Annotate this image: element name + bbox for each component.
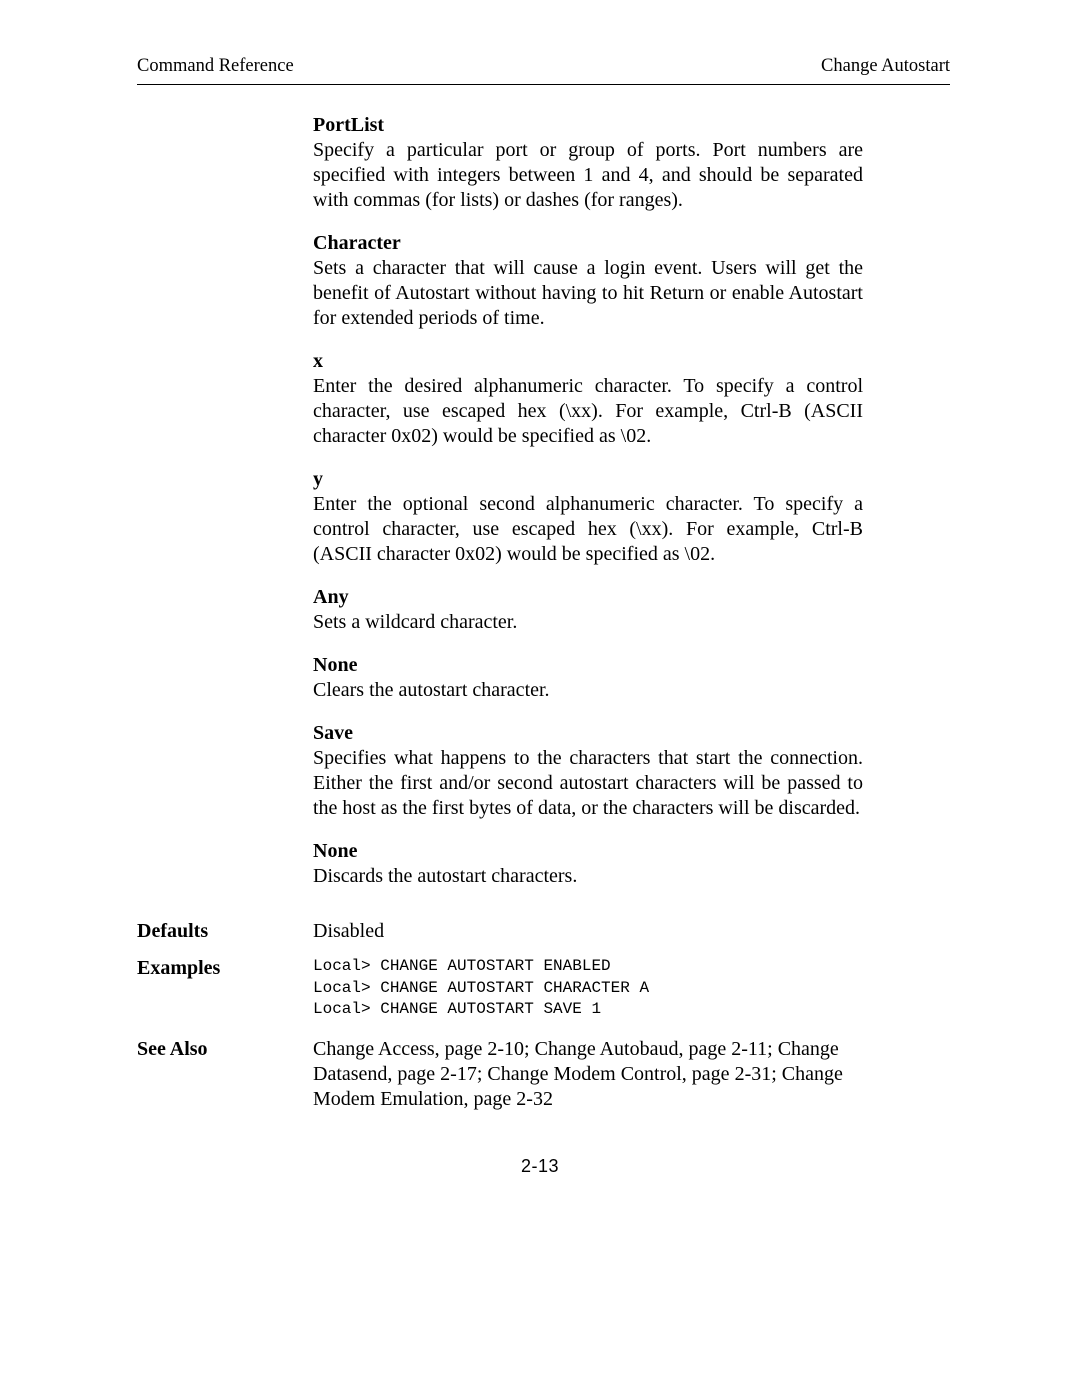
param-desc: Sets a wildcard character. [313,610,863,635]
examples-row: Examples Local> CHANGE AUTOSTART ENABLED… [137,956,950,1021]
param-none-1: None Clears the autostart character. [313,653,863,703]
param-desc: Sets a character that will cause a login… [313,256,863,331]
param-save: Save Specifies what happens to the chara… [313,721,863,821]
defaults-row: Defaults Disabled [137,919,950,944]
header-right: Change Autostart [821,55,950,78]
parameters-block: PortList Specify a particular port or gr… [137,113,950,907]
param-title: y [313,467,863,492]
param-desc: Enter the desired alphanumeric character… [313,374,863,449]
param-desc: Clears the autostart character. [313,678,863,703]
param-title: x [313,349,863,374]
param-title: None [313,653,863,678]
examples-label: Examples [137,957,220,979]
param-none-2: None Discards the autostart characters. [313,839,863,889]
seealso-label: See Also [137,1038,208,1060]
param-title: Any [313,585,863,610]
param-title: Character [313,231,863,256]
examples-code: Local> CHANGE AUTOSTART ENABLED Local> C… [313,956,950,1021]
seealso-row: See Also Change Access, page 2-10; Chang… [137,1037,950,1112]
header-rule [137,84,950,85]
param-desc: Specifies what happens to the characters… [313,746,863,821]
param-desc: Enter the optional second alphanumeric c… [313,492,863,567]
running-header: Command Reference Change Autostart [137,55,950,84]
param-title: PortList [313,113,863,138]
param-x: x Enter the desired alphanumeric charact… [313,349,863,449]
defaults-label: Defaults [137,920,208,942]
param-character: Character Sets a character that will cau… [313,231,863,331]
seealso-text: Change Access, page 2-10; Change Autobau… [313,1037,863,1112]
param-title: Save [313,721,863,746]
param-any: Any Sets a wildcard character. [313,585,863,635]
page-number: 2-13 [0,1155,1080,1178]
header-left: Command Reference [137,55,294,78]
param-y: y Enter the optional second alphanumeric… [313,467,863,567]
param-title: None [313,839,863,864]
defaults-value: Disabled [313,919,384,944]
param-desc: Discards the autostart characters. [313,864,863,889]
param-desc: Specify a particular port or group of po… [313,138,863,213]
document-page: Command Reference Change Autostart PortL… [0,0,1080,1397]
param-portlist: PortList Specify a particular port or gr… [313,113,863,213]
